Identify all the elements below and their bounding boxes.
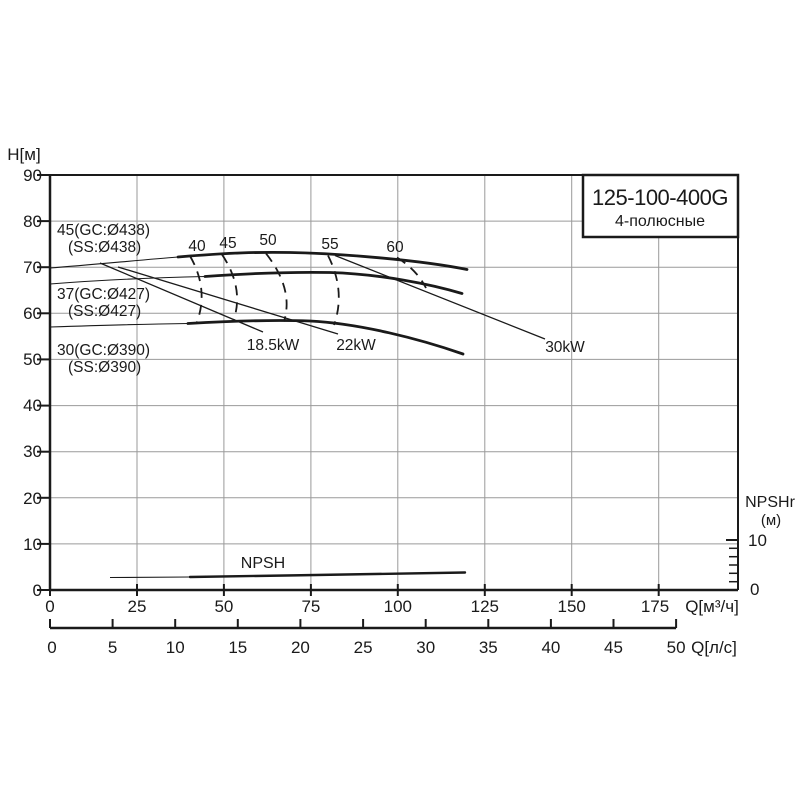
impeller-30-label-2: (SS:Ø390) [68,359,141,376]
q-ls-tick-label: 45 [604,638,623,657]
q-ls-axis-labels: 0 5 10 15 20 25 30 35 40 45 50 Q[л/с] [47,638,737,657]
q-ls-tick-label: 5 [108,638,117,657]
h-tick-label: 30 [23,442,42,461]
h-tick-label: 70 [23,258,42,277]
h-tick-label: 90 [23,166,42,185]
curve-37-thin-segment [49,275,206,285]
npshr-axis-title: NPSHr [745,494,795,511]
curve-30-thin-segment [49,322,189,328]
q-ls-tick-label: 25 [354,638,373,657]
q-m3h-tick-label: 0 [45,597,54,616]
power-22kw-label: 22kW [336,337,376,354]
npshr-tick-label-0: 0 [750,580,759,599]
efficiency-labels: 40 45 50 55 60 [188,232,404,256]
q-ls-axis [49,619,678,630]
npshr-axis-unit: (м) [761,512,781,529]
h-axis-labels: 90 80 70 60 50 40 30 20 10 0 [23,166,42,600]
npshr-axis-ticks [726,539,738,591]
h-tick-label: 80 [23,212,42,231]
q-ls-tick-label: 35 [479,638,498,657]
q-ls-axis-unit: Q[л/с] [691,638,737,657]
title-box: 125-100-400G 4-полюсные [581,173,740,239]
q-ls-tick-label: 50 [667,638,686,657]
power-18-5kw-label: 18.5kW [247,337,300,354]
npsh-thin-segment [109,576,191,579]
npsh-thick-segment [188,571,467,579]
q-ls-tick-label: 40 [541,638,560,657]
curve-30 [186,319,465,356]
impeller-37-label-2: (SS:Ø427) [68,303,141,320]
power-line-18-5kw [99,262,264,333]
q-m3h-tick-label: 100 [384,597,412,616]
h-tick-label: 60 [23,304,42,323]
power-labels: 18.5kW 22kW 30kW [247,337,585,356]
hq-curves [49,250,469,356]
curve-45 [176,250,469,271]
power-30kw-label: 30kW [545,339,585,356]
q-m3h-tick-label: 75 [301,597,320,616]
impeller-37-label: 37(GC:Ø427) [57,286,150,303]
gridlines [50,175,738,590]
q-ls-tick-label: 10 [166,638,185,657]
power-line-30kw [334,254,546,340]
q-ls-tick-label: 0 [47,638,56,657]
eff-55-label: 55 [321,236,338,253]
impeller-labels: 45(GC:Ø438) (SS:Ø438) 37(GC:Ø427) (SS:Ø4… [57,222,150,376]
npsh-curve [109,571,467,579]
h-tick-label: 0 [33,581,42,600]
q-m3h-axis-labels: 0 25 50 75 100 125 150 175 Q[м³/ч] [45,597,739,616]
q-ls-tick-label: 15 [228,638,247,657]
q-ls-tick-label: 20 [291,638,310,657]
curve-37 [203,270,464,295]
efficiency-contours [189,252,427,326]
q-m3h-tick-label: 50 [214,597,233,616]
eff-50-contour [265,252,288,322]
impeller-45-label-2: (SS:Ø438) [68,239,141,256]
q-m3h-tick-label: 175 [641,597,669,616]
pump-model-title: 125-100-400G [592,185,728,210]
eff-40-contour [189,255,203,323]
power-lines [99,254,546,340]
h-tick-label: 40 [23,396,42,415]
pump-poles-subtitle: 4-полюсные [615,213,705,230]
q-m3h-tick-label: 125 [471,597,499,616]
curve-45-thin-segment [49,256,179,269]
h-tick-label: 50 [23,350,42,369]
h-tick-label: 10 [23,535,42,554]
q-m3h-tick-label: 150 [558,597,586,616]
eff-45-label: 45 [219,235,236,252]
eff-50-label: 50 [259,232,277,249]
q-m3h-axis-ticks [49,584,660,596]
eff-60-contour [396,256,427,289]
npsh-curve-label: NPSH [241,555,285,572]
h-tick-label: 20 [23,489,42,508]
eff-55-contour [327,255,340,326]
h-axis-title: H[м] [7,145,40,164]
impeller-45-label: 45(GC:Ø438) [57,222,150,239]
npshr-axis-labels: NPSHr (м) 10 0 [745,494,795,599]
eff-45-contour [221,254,239,323]
npshr-tick-label-10: 10 [748,531,767,550]
h-axis-ticks [37,174,50,591]
q-ls-tick-label: 30 [416,638,435,657]
q-m3h-tick-label: 25 [128,597,147,616]
power-line-22kw [117,266,339,335]
eff-40-label: 40 [188,238,206,255]
eff-60-label: 60 [386,239,404,256]
impeller-30-label: 30(GC:Ø390) [57,342,150,359]
q-m3h-axis-unit: Q[м³/ч] [685,597,739,616]
